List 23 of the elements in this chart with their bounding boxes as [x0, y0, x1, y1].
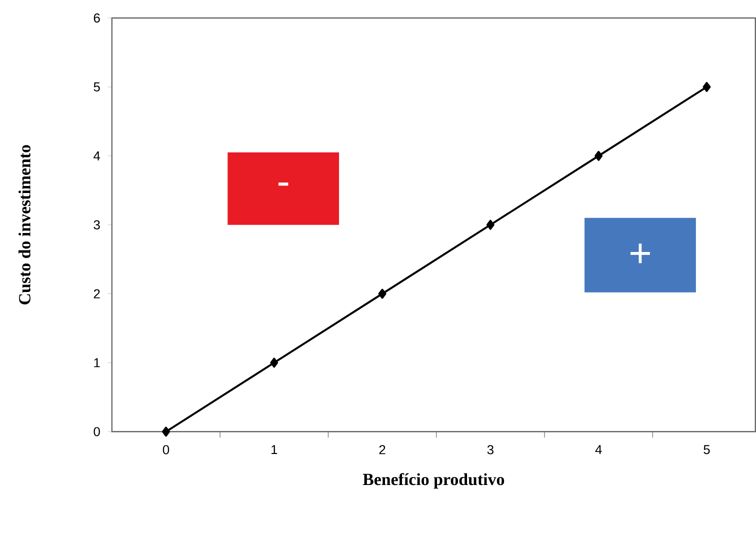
- y-tick-label: 0: [94, 427, 100, 436]
- x-tick-label: 2: [379, 445, 386, 454]
- annotation: +: [630, 244, 650, 264]
- x-tick-label: 4: [595, 445, 602, 454]
- y-tick-label: 5: [94, 82, 100, 92]
- x-tick-label: 0: [162, 445, 170, 455]
- point: [378, 289, 386, 299]
- point: [702, 82, 711, 92]
- y-axis-title: Custo do investimento: [18, 145, 30, 305]
- y-tick-label: 1: [94, 358, 100, 368]
- x-axis-title: Benefício produtivo: [362, 473, 504, 489]
- x-tick-label: 1: [272, 445, 278, 454]
- y-tick-label: 4: [94, 152, 100, 161]
- y-tick-label: 3: [94, 220, 100, 230]
- x-tick-label: 5: [704, 445, 710, 454]
- x-tick-label: 3: [487, 445, 494, 455]
- point: [270, 358, 278, 368]
- point: [486, 220, 494, 230]
- y-tick-label: 2: [94, 289, 100, 298]
- annotation: -: [278, 182, 288, 186]
- point: [162, 426, 170, 437]
- y-tick-label: 6: [94, 14, 100, 23]
- point: [594, 151, 603, 162]
